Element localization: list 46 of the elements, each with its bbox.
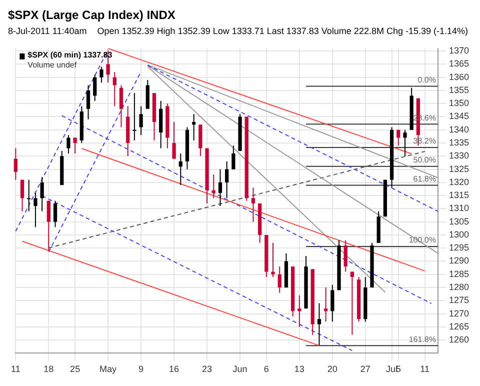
text: Open 1352.39 High 1352.39 Low 1333.71 Last 1337.83 Volume 222.8M Chg -15.39 (-1.14%) (97, 26, 468, 36)
y-tick-label: 1345 (448, 111, 470, 122)
y-tick-label: 1305 (448, 216, 470, 226)
y-tick-label: 1300 (448, 229, 470, 240)
annotation: Volume undef (28, 60, 78, 70)
chart-subtitle: 8-Jul-2011 11:40am (8, 26, 87, 36)
y-tick-label: 1270 (448, 308, 470, 318)
y-tick-label: 1295 (448, 242, 470, 253)
x-tick-label: Jul (386, 364, 398, 374)
y-tick-label: 1335 (448, 137, 470, 148)
chart-title: $SPX (Large Cap Index) INDX (8, 8, 176, 22)
x-tick-label: 6 (264, 364, 269, 374)
y-tick-label: 1315 (448, 190, 470, 200)
x-tick-label: 20 (327, 364, 338, 374)
y-tick-label: 1325 (448, 164, 470, 174)
y-tick-label: 1350 (448, 98, 470, 108)
x-tick-label: 5 (396, 364, 401, 374)
annotation: 161.8% (408, 334, 436, 344)
x-tick-label: 23 (202, 364, 212, 374)
x-tick-label: 27 (360, 364, 370, 374)
annotation: 61.8% (413, 174, 436, 184)
x-tick-label: 25 (70, 364, 80, 374)
y-tick-label: 1340 (448, 124, 470, 134)
y-tick-label: 1320 (448, 176, 470, 187)
y-tick-label: 1365 (448, 58, 470, 69)
y-tick-label: 1280 (448, 282, 470, 292)
y-tick-label: 1265 (448, 321, 470, 332)
x-tick-label: 11 (420, 364, 430, 374)
annotation: 0.0% (418, 75, 436, 84)
y-tick-label: 1355 (448, 84, 470, 95)
y-tick-label: 1275 (448, 295, 470, 306)
y-tick-label: 1330 (448, 150, 470, 161)
y-tick-label: 1290 (448, 256, 470, 266)
y-tick-label: 1370 (448, 46, 470, 56)
x-tick-label: 18 (44, 364, 54, 374)
annotation: 50.0% (413, 156, 436, 165)
y-tick-label: 1285 (448, 268, 470, 279)
x-tick-label: 11 (11, 364, 20, 374)
x-tick-label: 16 (169, 364, 180, 374)
x-tick-label: 13 (294, 364, 304, 374)
x-tick-label: 9 (138, 364, 144, 374)
y-tick-label: 1260 (448, 334, 470, 345)
x-tick-label: May (100, 364, 118, 374)
y-tick-label: 1310 (448, 203, 470, 214)
y-tick-label: 1360 (448, 72, 470, 82)
x-tick-label: Jun (232, 364, 248, 374)
